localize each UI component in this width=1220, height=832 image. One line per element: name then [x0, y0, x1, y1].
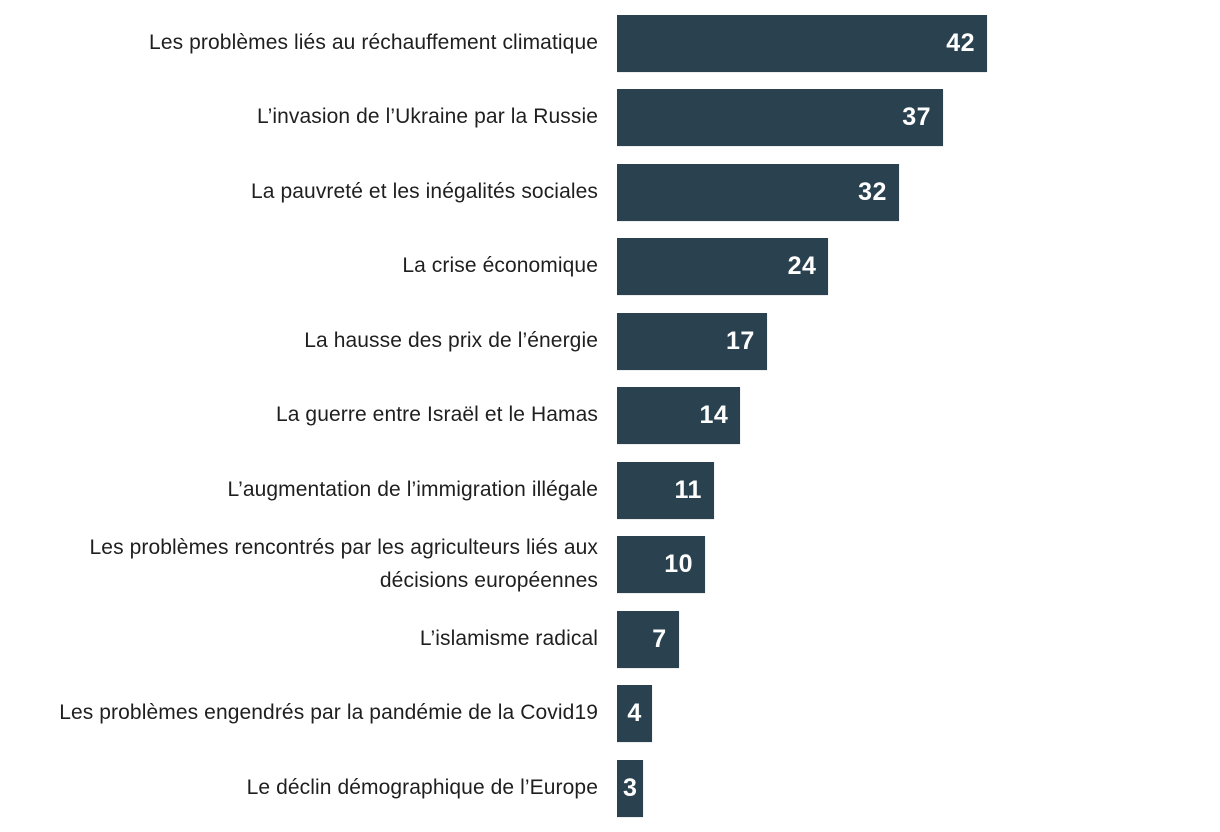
value-label: 10 — [664, 550, 694, 579]
category-label: Les problèmes rencontrés par les agricul… — [89, 536, 598, 592]
value-label: 37 — [902, 103, 931, 132]
value-label: 14 — [699, 401, 729, 430]
bar-track: 14 — [617, 387, 1220, 445]
category-label: La pauvreté et les inégalités sociales — [250, 179, 598, 203]
bar: 3 — [617, 759, 644, 817]
bar-row: L’augmentation de l’immigration illégale… — [0, 453, 1220, 528]
bar-row: L’invasion de l’Ukraine par la Russie 37 — [0, 81, 1220, 156]
bar-track: 32 — [617, 163, 1220, 221]
bar: 24 — [617, 238, 829, 296]
bar: 11 — [617, 461, 714, 519]
bar: 7 — [617, 610, 679, 668]
bar-track: 11 — [617, 461, 1220, 519]
bar: 4 — [617, 685, 653, 743]
bar-track: 37 — [617, 89, 1220, 147]
value-label: 42 — [946, 28, 975, 57]
value-label: 32 — [858, 177, 887, 206]
bar-row: La crise économique 24 — [0, 230, 1220, 305]
bar-track: 4 — [617, 685, 1220, 743]
bar-track: 24 — [617, 238, 1220, 296]
category-label: Le déclin démographique de l’Europe — [246, 775, 598, 799]
bar-track: 42 — [617, 14, 1220, 72]
category-label: Les problèmes liés au réchauffement clim… — [149, 30, 598, 54]
bar-row: La guerre entre Israël et le Hamas 14 — [0, 379, 1220, 454]
value-label: 17 — [725, 326, 755, 355]
bar-row: Les problèmes rencontrés par les agricul… — [0, 528, 1220, 603]
bar-track: 7 — [617, 610, 1220, 668]
category-label: L’invasion de l’Ukraine par la Russie — [256, 105, 598, 129]
bar: 37 — [617, 89, 943, 147]
value-label: 4 — [627, 699, 642, 728]
bar: 32 — [617, 163, 899, 221]
bar-track: 10 — [617, 536, 1220, 594]
bar-track: 3 — [617, 759, 1220, 817]
bar-row: La pauvreté et les inégalités sociales 3… — [0, 155, 1220, 230]
category-label: L’islamisme radical — [419, 626, 598, 650]
bar: 14 — [617, 387, 741, 445]
category-label: Les problèmes engendrés par la pandémie … — [59, 701, 598, 725]
bar-row: L’islamisme radical 7 — [0, 602, 1220, 677]
category-label: La guerre entre Israël et le Hamas — [275, 403, 598, 427]
bar: 10 — [617, 536, 706, 594]
value-label: 24 — [787, 252, 817, 281]
bar-row: La hausse des prix de l’énergie 17 — [0, 304, 1220, 379]
category-label: L’augmentation de l’immigration illégale — [227, 477, 598, 501]
value-label: 11 — [674, 475, 702, 504]
bar: 42 — [617, 14, 987, 72]
bar-track: 17 — [617, 312, 1220, 370]
category-label: La crise économique — [402, 254, 598, 278]
bar: 17 — [617, 312, 767, 370]
bar-row: Le déclin démographique de l’Europe 3 — [0, 751, 1220, 826]
value-label: 7 — [652, 624, 667, 653]
value-label: 3 — [622, 773, 638, 802]
category-label: La hausse des prix de l’énergie — [304, 328, 598, 352]
bar-row: Les problèmes liés au réchauffement clim… — [0, 6, 1220, 81]
bar-row: Les problèmes engendrés par la pandémie … — [0, 677, 1220, 752]
